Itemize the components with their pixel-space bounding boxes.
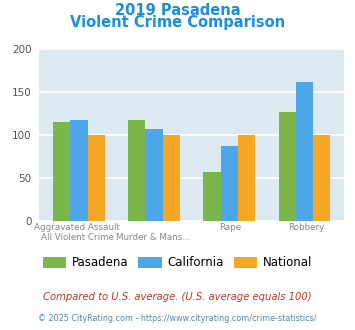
- Bar: [238, 135, 255, 221]
- Legend: Pasadena, California, National: Pasadena, California, National: [38, 252, 317, 274]
- Bar: [163, 135, 180, 221]
- Bar: [53, 122, 70, 221]
- Bar: [128, 120, 146, 221]
- Bar: [203, 172, 221, 221]
- Bar: [146, 129, 163, 221]
- Bar: [70, 120, 88, 221]
- Text: Violent Crime Comparison: Violent Crime Comparison: [70, 15, 285, 30]
- Text: Murder & Mans...: Murder & Mans...: [116, 233, 191, 242]
- Bar: [279, 112, 296, 221]
- Bar: [296, 82, 313, 221]
- Text: 2019 Pasadena: 2019 Pasadena: [115, 3, 240, 18]
- Bar: [313, 135, 331, 221]
- Text: Rape: Rape: [219, 223, 241, 232]
- Text: All Violent Crime: All Violent Crime: [41, 233, 114, 242]
- Text: Compared to U.S. average. (U.S. average equals 100): Compared to U.S. average. (U.S. average …: [43, 292, 312, 302]
- Text: Robbery: Robbery: [288, 223, 324, 232]
- Text: © 2025 CityRating.com - https://www.cityrating.com/crime-statistics/: © 2025 CityRating.com - https://www.city…: [38, 314, 317, 323]
- Bar: [88, 135, 105, 221]
- Bar: [221, 147, 238, 221]
- Text: Aggravated Assault: Aggravated Assault: [34, 223, 120, 232]
